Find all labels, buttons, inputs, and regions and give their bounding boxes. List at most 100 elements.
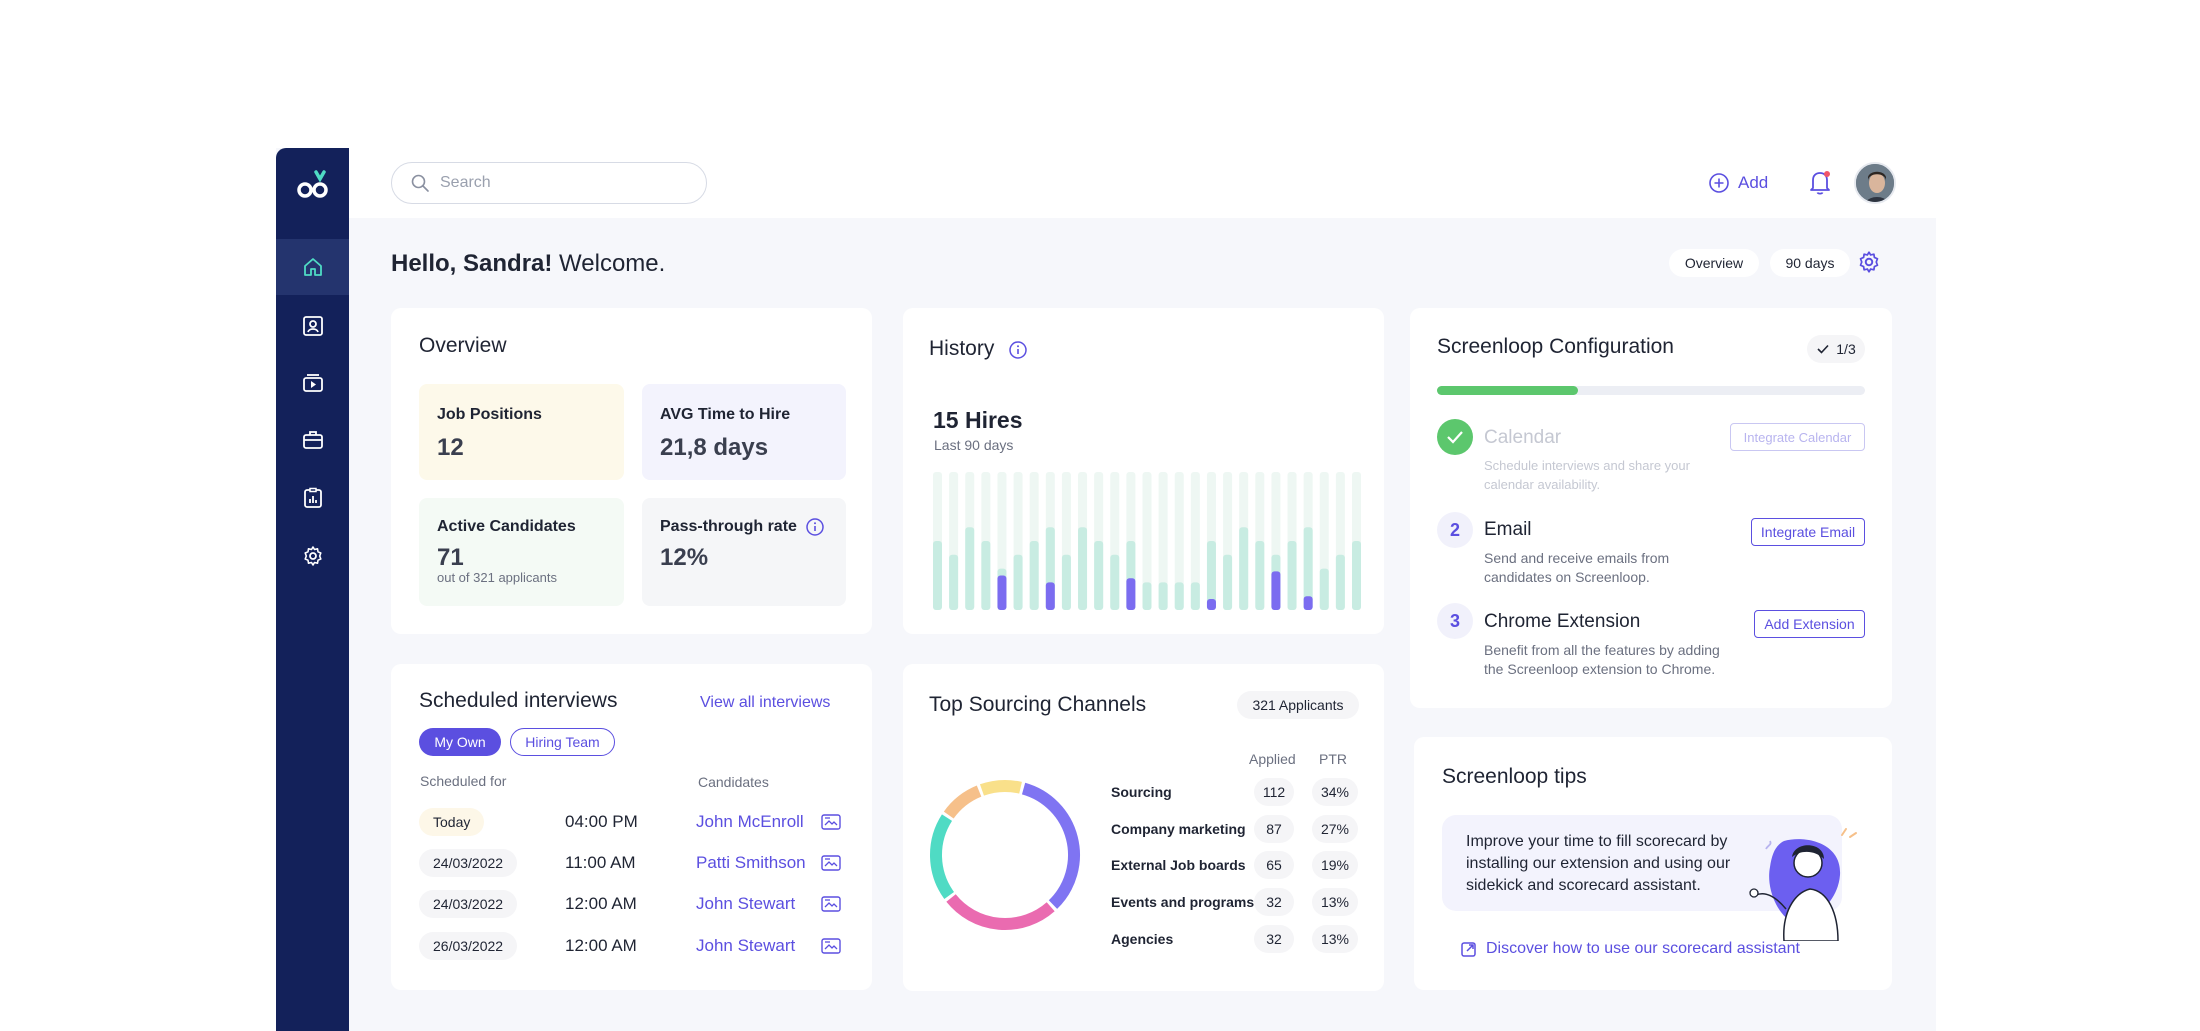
history-bar[interactable] xyxy=(981,541,991,610)
donut-slice[interactable] xyxy=(1021,782,1080,909)
interview-date: 24/03/2022 xyxy=(419,849,518,877)
job-positions-tile[interactable]: Job Positions 12 xyxy=(419,384,624,480)
interviews-title: Scheduled interviews xyxy=(419,689,618,712)
tile-value: 12 xyxy=(437,434,464,461)
sidebar-item-interviews[interactable] xyxy=(276,355,349,411)
history-bar[interactable] xyxy=(1239,527,1249,610)
tile-label: AVG Time to Hire xyxy=(660,406,791,423)
interview-time: 12:00 AM xyxy=(565,894,637,913)
discover-scorecard-link[interactable]: Discover how to use our scorecard assist… xyxy=(1460,940,1800,958)
search-box[interactable] xyxy=(391,162,707,204)
history-bar[interactable] xyxy=(1190,582,1200,610)
history-bar[interactable] xyxy=(1352,541,1361,610)
candidate-profile-icon[interactable] xyxy=(821,938,841,954)
avg-time-to-hire-tile[interactable]: AVG Time to Hire 21,8 days xyxy=(642,384,846,480)
sidebar-item-home[interactable] xyxy=(276,239,349,295)
candidate-name-link[interactable]: Patti Smithson xyxy=(696,853,806,872)
video-icon xyxy=(302,374,323,392)
history-bar[interactable] xyxy=(1287,541,1297,610)
range-filter[interactable]: 90 days xyxy=(1770,249,1850,277)
column-candidates: Candidates xyxy=(698,774,769,790)
integrate-email-button[interactable]: Integrate Email xyxy=(1751,518,1865,546)
donut-slice[interactable] xyxy=(943,785,982,819)
search-icon xyxy=(411,174,429,192)
add-extension-button[interactable]: Add Extension xyxy=(1754,610,1865,638)
history-bar[interactable] xyxy=(1158,582,1168,610)
history-bar[interactable] xyxy=(1206,541,1216,610)
candidate-profile-icon[interactable] xyxy=(821,855,841,871)
history-bar[interactable] xyxy=(1142,582,1152,610)
candidate-profile-icon[interactable] xyxy=(821,814,841,830)
history-hire-bar[interactable] xyxy=(1045,582,1055,610)
view-filter[interactable]: Overview xyxy=(1669,249,1759,277)
candidate-profile-icon[interactable] xyxy=(821,896,841,912)
external-link-icon xyxy=(1461,942,1476,957)
active-candidates-tile[interactable]: Active Candidates 71 out of 321 applican… xyxy=(419,498,624,606)
candidate-name-link[interactable]: John McEnroll xyxy=(696,812,804,831)
history-bar[interactable] xyxy=(1255,541,1265,610)
history-bar[interactable] xyxy=(949,554,959,610)
history-bar[interactable] xyxy=(933,541,942,610)
donut-slice[interactable] xyxy=(946,894,1055,930)
column-scheduled-for: Scheduled for xyxy=(420,773,507,789)
interview-date: Today xyxy=(419,808,485,836)
tile-label: Active Candidates xyxy=(437,518,576,535)
overview-card: Overview Job Positions 12 AVG Time to Hi… xyxy=(391,308,872,634)
sidebar-item-settings[interactable] xyxy=(276,528,349,584)
screenloop-logo[interactable] xyxy=(296,170,330,200)
history-bar[interactable] xyxy=(1223,554,1233,610)
history-bar[interactable] xyxy=(1319,568,1329,610)
add-button-label: Add xyxy=(1738,173,1769,192)
configuration-title: Screenloop Configuration xyxy=(1437,335,1674,358)
candidate-name-link[interactable]: John Stewart xyxy=(696,936,796,955)
applicants-badge: 321 Applicants xyxy=(1237,691,1359,719)
dashboard-settings-icon[interactable] xyxy=(1856,249,1882,275)
step-number: 3 xyxy=(1437,603,1473,639)
history-bar[interactable] xyxy=(1335,554,1345,610)
user-avatar[interactable] xyxy=(1854,162,1896,204)
history-hire-bar[interactable] xyxy=(1126,578,1136,610)
search-input[interactable] xyxy=(440,174,680,192)
history-bar-track xyxy=(1174,472,1184,610)
info-icon[interactable] xyxy=(1008,340,1028,360)
view-all-interviews-link[interactable]: View all interviews xyxy=(700,694,831,711)
tip-text: Improve your time to fill scorecard by i… xyxy=(1466,833,1731,894)
history-bar[interactable] xyxy=(1061,554,1071,610)
greeting-welcome: Welcome. xyxy=(559,250,666,277)
hires-count: 15 Hires xyxy=(933,407,1023,433)
history-hire-bar[interactable] xyxy=(1271,571,1281,610)
history-bar[interactable] xyxy=(1029,541,1039,610)
add-button[interactable]: Add xyxy=(1708,170,1768,196)
step-desc-calendar: Schedule interviews and share your calen… xyxy=(1484,458,1690,492)
sidebar-item-reports[interactable] xyxy=(276,470,349,526)
history-bar[interactable] xyxy=(1013,554,1023,610)
check-icon xyxy=(1817,344,1829,354)
notification-bell-icon[interactable] xyxy=(1807,168,1833,196)
tile-subtext: out of 321 applicants xyxy=(437,570,557,585)
history-hire-bar[interactable] xyxy=(1303,596,1313,610)
greeting-name: Hello, Sandra! xyxy=(391,250,553,277)
sidebar-item-candidates[interactable] xyxy=(276,298,349,354)
history-bar[interactable] xyxy=(1078,527,1088,610)
column-applied: Applied xyxy=(1249,751,1296,767)
history-bar[interactable] xyxy=(1174,582,1184,610)
history-bar[interactable] xyxy=(1110,554,1120,610)
candidate-name-link[interactable]: John Stewart xyxy=(696,894,796,913)
tile-label: Job Positions xyxy=(437,406,542,423)
info-icon[interactable] xyxy=(805,517,825,537)
history-hire-bar[interactable] xyxy=(997,575,1007,611)
tab-my-own[interactable]: My Own xyxy=(419,728,501,756)
history-bar[interactable] xyxy=(1303,527,1313,610)
history-bar-track xyxy=(1142,472,1152,610)
tab-hiring-team[interactable]: Hiring Team xyxy=(510,728,615,756)
history-bar[interactable] xyxy=(1094,541,1104,610)
pass-through-rate-tile[interactable]: Pass-through rate 12% xyxy=(642,498,846,606)
donut-slice[interactable] xyxy=(979,780,1022,796)
integrate-calendar-button[interactable]: Integrate Calendar xyxy=(1730,423,1865,451)
history-hire-bar[interactable] xyxy=(1206,598,1216,610)
history-bar[interactable] xyxy=(965,527,975,610)
donut-slice[interactable] xyxy=(930,814,955,900)
step-desc-chrome-extension: Benefit from all the features by adding … xyxy=(1484,642,1720,677)
sidebar-item-jobs[interactable] xyxy=(276,412,349,468)
progress-label: 1/3 xyxy=(1836,341,1856,357)
